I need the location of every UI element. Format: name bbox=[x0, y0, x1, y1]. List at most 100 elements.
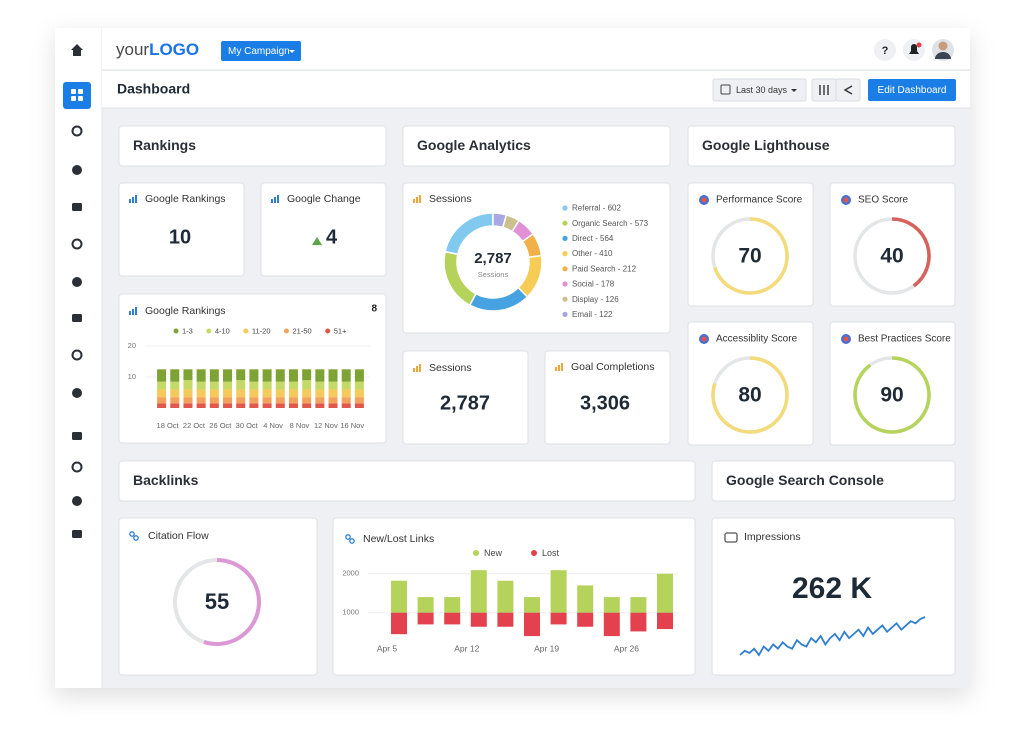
bar-segment bbox=[302, 397, 312, 404]
bar bbox=[417, 597, 434, 613]
widget-title: Google Rankings bbox=[145, 193, 226, 205]
widget-icon bbox=[277, 195, 279, 203]
donut-sub-label: Sessions bbox=[478, 270, 509, 279]
nav-icon[interactable] bbox=[72, 530, 82, 538]
legend-swatch bbox=[173, 328, 179, 334]
x-tick-label: 4 Nov bbox=[263, 421, 283, 430]
legend-label: 4-10 bbox=[215, 326, 230, 335]
widget-title: SEO Score bbox=[858, 195, 908, 206]
lighthouse-icon bbox=[701, 336, 707, 342]
grid-icon bbox=[71, 89, 76, 94]
bar-segment bbox=[354, 381, 364, 390]
badge: 8 bbox=[371, 304, 377, 315]
gauge-value: 70 bbox=[738, 245, 761, 268]
bar-segment bbox=[288, 389, 298, 398]
widget-icon bbox=[561, 363, 563, 371]
nav-icon[interactable] bbox=[71, 125, 83, 137]
nav-icon[interactable] bbox=[72, 165, 82, 175]
share-button[interactable] bbox=[835, 78, 861, 102]
widget-title: Google Change bbox=[287, 193, 361, 205]
card bbox=[687, 125, 956, 167]
bar-segment bbox=[288, 369, 298, 382]
bar-segment bbox=[209, 381, 219, 390]
bar bbox=[630, 612, 647, 632]
legend-swatch bbox=[243, 328, 249, 334]
bar bbox=[444, 612, 461, 625]
nav-icon[interactable] bbox=[72, 496, 82, 506]
bar-segment bbox=[275, 403, 285, 408]
lighthouse-icon bbox=[701, 197, 707, 203]
help-button[interactable] bbox=[874, 39, 896, 61]
filter-icon bbox=[819, 85, 829, 95]
bar-segment bbox=[354, 403, 364, 408]
sidebar-active[interactable] bbox=[63, 82, 91, 109]
section-title: Google Analytics bbox=[417, 137, 531, 153]
nav-icon[interactable] bbox=[72, 432, 82, 440]
edit-dashboard-button[interactable] bbox=[868, 79, 956, 101]
legend-swatch bbox=[325, 328, 331, 334]
bar-segment bbox=[223, 389, 233, 398]
page-title: Dashboard bbox=[117, 81, 190, 97]
legend-swatch bbox=[562, 205, 568, 211]
bar bbox=[524, 597, 540, 613]
campaign-button[interactable] bbox=[221, 41, 301, 61]
link-icon bbox=[349, 538, 355, 544]
gauge-arc bbox=[891, 217, 931, 288]
bar-segment bbox=[157, 381, 167, 390]
bar-segment bbox=[170, 389, 180, 398]
nav-icon[interactable] bbox=[72, 388, 82, 398]
lighthouse-icon bbox=[843, 336, 849, 342]
grid-icon bbox=[78, 96, 83, 101]
bar-segment bbox=[170, 397, 180, 404]
lighthouse-icon bbox=[843, 197, 849, 203]
x-tick-label: Apr 5 bbox=[377, 643, 398, 653]
section-title: Google Lighthouse bbox=[702, 137, 830, 153]
nav-icon[interactable] bbox=[72, 314, 82, 322]
legend-swatch bbox=[562, 220, 568, 226]
x-tick-label: Apr 26 bbox=[614, 643, 639, 653]
bar-segment bbox=[302, 403, 312, 408]
legend-label: Other - 410 bbox=[572, 249, 613, 258]
bar bbox=[497, 580, 514, 613]
home-icon[interactable] bbox=[71, 44, 83, 56]
card bbox=[402, 350, 529, 445]
legend-label: Lost bbox=[542, 548, 560, 558]
kpi-value: 3,306 bbox=[580, 392, 630, 414]
bar-segment bbox=[157, 397, 167, 404]
logo[interactable]: yourLOGO bbox=[116, 40, 199, 59]
bar-segment bbox=[223, 403, 233, 408]
bar-segment bbox=[262, 381, 272, 390]
logo-prefix: your bbox=[116, 40, 149, 59]
bar-segment bbox=[315, 369, 325, 382]
card bbox=[118, 517, 318, 676]
bar bbox=[603, 612, 620, 637]
bar bbox=[497, 612, 514, 627]
nav-icon[interactable] bbox=[71, 238, 83, 250]
bar-segment bbox=[223, 369, 233, 382]
bar-segment bbox=[262, 369, 272, 382]
bar bbox=[577, 612, 594, 627]
nav-icon[interactable] bbox=[72, 277, 82, 287]
widget-title: Google Rankings bbox=[145, 305, 226, 317]
bar-segment bbox=[236, 389, 246, 398]
bar bbox=[603, 597, 620, 613]
bar-segment bbox=[236, 380, 246, 390]
nav-icon[interactable] bbox=[71, 461, 83, 473]
date-caret bbox=[791, 89, 797, 92]
kpi-value: 2,787 bbox=[440, 392, 490, 414]
legend-swatch bbox=[562, 235, 568, 241]
kpi-value: 4 bbox=[326, 226, 338, 248]
date-range-button[interactable] bbox=[712, 78, 807, 102]
nav-icon[interactable] bbox=[71, 349, 83, 361]
bar-segment bbox=[157, 369, 167, 382]
bar-segment bbox=[209, 389, 219, 398]
campaign-caret bbox=[289, 50, 295, 53]
bar-segment bbox=[183, 389, 193, 398]
bar-segment bbox=[302, 369, 312, 381]
nav-icon[interactable] bbox=[72, 203, 82, 211]
notification-dot bbox=[916, 42, 922, 48]
gauge-arc bbox=[853, 356, 931, 434]
bar-segment bbox=[223, 397, 233, 404]
bar-segment bbox=[328, 403, 338, 408]
bar-segment bbox=[170, 381, 180, 390]
